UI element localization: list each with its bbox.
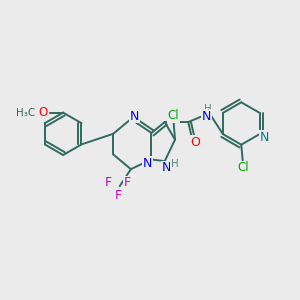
Text: N: N <box>202 110 211 123</box>
Text: Cl: Cl <box>168 109 179 122</box>
Text: H₃C: H₃C <box>16 108 35 118</box>
Text: F: F <box>115 189 122 202</box>
Text: Cl: Cl <box>238 161 249 174</box>
Text: O: O <box>190 136 200 148</box>
Text: H: H <box>171 159 178 169</box>
Text: H: H <box>203 104 211 114</box>
Text: N: N <box>260 130 269 143</box>
Text: F: F <box>105 176 112 189</box>
Text: N: N <box>143 157 152 170</box>
Text: N: N <box>161 161 171 174</box>
Text: F: F <box>124 176 130 189</box>
Text: O: O <box>38 106 47 119</box>
Text: N: N <box>130 110 140 123</box>
